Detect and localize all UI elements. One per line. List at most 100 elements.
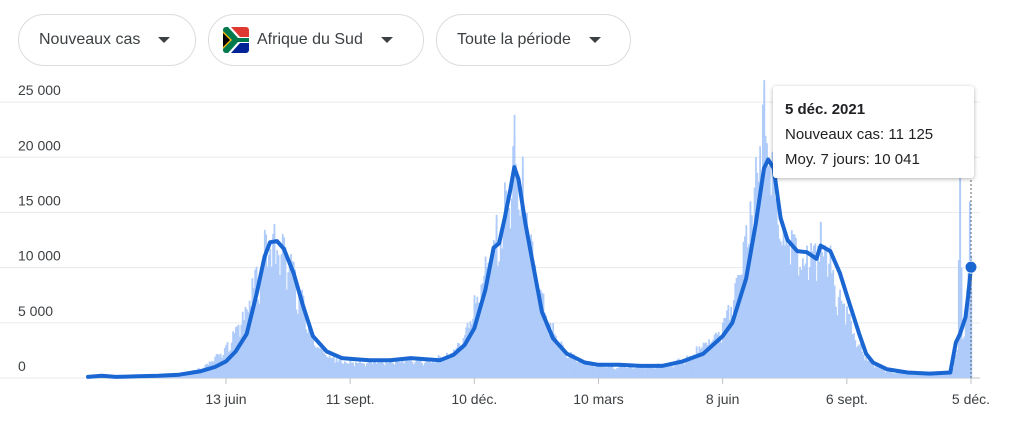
daily-bar — [458, 343, 461, 378]
daily-bar — [383, 365, 386, 378]
daily-bar — [927, 374, 930, 378]
daily-bar — [646, 366, 648, 378]
daily-bar — [612, 368, 615, 378]
daily-bar — [385, 360, 388, 378]
daily-bar — [486, 267, 488, 378]
daily-bar — [681, 359, 684, 378]
daily-bar — [837, 296, 840, 378]
daily-bar — [603, 367, 606, 378]
daily-bar — [389, 359, 392, 378]
daily-bar — [552, 323, 555, 378]
daily-bar — [755, 157, 757, 378]
daily-bar — [243, 320, 245, 378]
daily-bar — [684, 361, 687, 378]
daily-bar — [898, 372, 901, 378]
daily-bar — [938, 373, 941, 378]
daily-bar — [403, 363, 406, 378]
daily-bar — [510, 198, 513, 378]
daily-bar — [262, 261, 265, 378]
daily-bar — [484, 256, 487, 378]
daily-bar — [615, 368, 618, 378]
daily-bar — [371, 363, 374, 378]
daily-bar — [709, 343, 712, 378]
daily-bar — [683, 364, 686, 378]
daily-bar — [575, 362, 578, 378]
daily-bar — [274, 264, 277, 378]
daily-bar — [835, 306, 837, 378]
daily-bar — [432, 359, 435, 378]
daily-bar — [778, 238, 781, 378]
daily-bar — [735, 278, 738, 378]
daily-bar — [188, 372, 190, 378]
daily-bar — [321, 350, 324, 378]
daily-bar — [519, 215, 521, 378]
daily-bar — [425, 361, 428, 378]
daily-bar — [767, 166, 770, 378]
daily-bar — [923, 375, 926, 378]
daily-bar — [953, 360, 956, 378]
daily-bar — [506, 210, 509, 378]
daily-bar — [309, 329, 312, 378]
daily-bar — [381, 360, 383, 378]
daily-bar — [297, 314, 299, 378]
daily-bar — [316, 347, 319, 378]
daily-bar — [415, 359, 418, 378]
daily-bar — [572, 354, 575, 378]
daily-bar — [746, 247, 749, 378]
daily-bar — [868, 355, 870, 378]
daily-bar — [919, 374, 922, 378]
daily-bar — [382, 363, 385, 378]
daily-bar — [239, 336, 241, 378]
daily-bar — [386, 363, 389, 378]
daily-bar — [713, 334, 716, 378]
daily-bar — [614, 369, 617, 378]
daily-bar — [487, 262, 490, 378]
daily-bar — [550, 331, 553, 378]
metric-filter-chip[interactable]: Nouveaux cas — [18, 14, 196, 66]
daily-bar — [910, 373, 913, 378]
daily-bar — [250, 306, 252, 378]
daily-bar — [516, 177, 519, 378]
daily-bar — [237, 324, 240, 378]
daily-bar — [719, 337, 721, 378]
daily-bar — [825, 247, 828, 378]
daily-bar — [290, 253, 292, 378]
daily-bar — [319, 348, 321, 378]
daily-bar — [361, 363, 364, 378]
cases-chart[interactable]: 0 5 000 10 000 15 000 20 000 25 000 13 juin 11… — [0, 80, 1011, 422]
x-tick-label: 6 sept. — [826, 391, 868, 407]
daily-bar — [394, 361, 397, 378]
daily-bar — [338, 359, 341, 378]
daily-bar — [785, 231, 788, 378]
daily-bar — [430, 362, 433, 378]
daily-bar — [846, 306, 848, 378]
daily-bar — [378, 362, 381, 378]
daily-bar — [610, 365, 612, 378]
daily-bar — [466, 322, 469, 378]
daily-bar — [468, 328, 470, 378]
daily-bar — [630, 367, 633, 378]
daily-bar — [268, 254, 270, 378]
daily-bar — [720, 342, 723, 378]
period-filter-chip[interactable]: Toute la période — [436, 14, 631, 66]
daily-bar — [360, 363, 363, 378]
daily-bar — [828, 263, 830, 378]
daily-bar — [301, 289, 303, 378]
daily-bar — [773, 168, 775, 378]
daily-bar — [335, 358, 338, 378]
daily-bar — [414, 362, 417, 378]
country-filter-chip[interactable]: Afrique du Sud — [208, 14, 424, 66]
daily-bar — [375, 363, 378, 378]
daily-bar — [538, 297, 541, 378]
daily-bar — [483, 275, 486, 378]
x-tick-label: 5 déc. — [952, 391, 990, 407]
daily-bar — [666, 363, 669, 378]
daily-bar — [806, 245, 808, 378]
daily-bar — [295, 309, 298, 378]
daily-bar — [604, 365, 607, 378]
daily-bar — [313, 345, 316, 378]
daily-bar — [400, 361, 403, 378]
daily-bar — [742, 241, 745, 378]
daily-bar — [841, 303, 844, 378]
daily-bar — [353, 366, 356, 378]
